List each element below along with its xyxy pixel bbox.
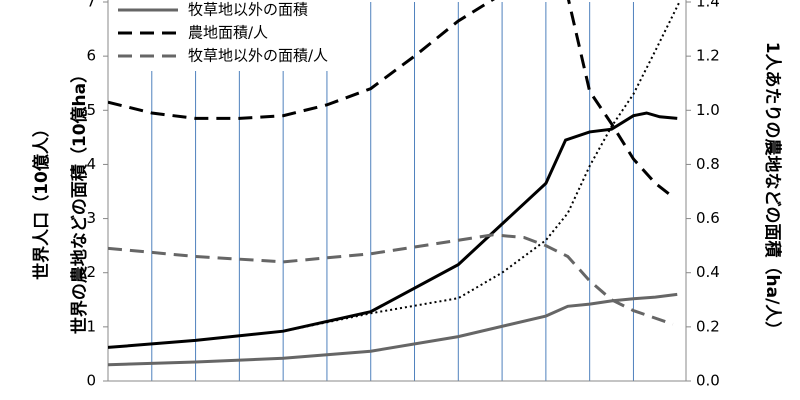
- y2-tick-label: 0.6: [696, 209, 720, 227]
- y2-tick-label: 0.8: [696, 155, 720, 173]
- y-tick-label: 4: [86, 155, 96, 173]
- y-axis-title: 世界の農地などの面積（10億ha）: [69, 66, 90, 334]
- series-line: [108, 1, 681, 349]
- series-line: [108, 233, 674, 326]
- plot-area: [108, 0, 681, 367]
- y-tick-label: 3: [86, 209, 96, 227]
- y2-tick-label: 0.0: [696, 372, 720, 390]
- y-tick-label: 7: [86, 0, 96, 11]
- series-line: [108, 0, 674, 199]
- series-line: [108, 292, 678, 367]
- y-axis-title: 世界人口（10億人）: [31, 120, 52, 280]
- legend-label: 牧草地以外の面積/人: [188, 47, 328, 65]
- y2-tick-label: 0.4: [696, 263, 720, 281]
- y-tick-label: 5: [86, 101, 96, 119]
- y-tick-label: 0: [86, 372, 96, 390]
- y2-tick-label: 1.4: [696, 0, 720, 11]
- y2-tick-label: 1.0: [696, 101, 720, 119]
- y-tick-label: 6: [86, 47, 96, 65]
- series-line: [108, 111, 678, 349]
- legend-label: 牧草地以外の面積: [188, 1, 308, 19]
- y-tick-label: 2: [86, 263, 96, 281]
- y2-tick-label: 0.2: [696, 317, 720, 335]
- legend-label: 農地面積/人: [188, 24, 268, 42]
- y2-axis-title: 1人あたりの農地などの面積（ha/人）: [762, 42, 783, 339]
- y-tick-label: 1: [86, 317, 96, 335]
- legend-box: [112, 0, 362, 71]
- y2-tick-label: 1.2: [696, 47, 720, 65]
